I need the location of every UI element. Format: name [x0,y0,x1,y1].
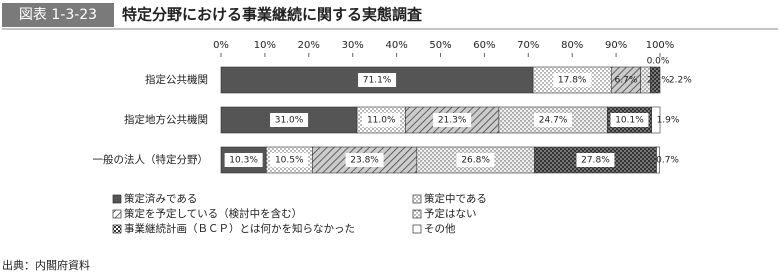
label-box [270,153,309,167]
label-box [534,113,573,127]
x-tick-label: 80% [561,40,583,51]
value-label: 24.7% [539,116,568,126]
label-box [362,113,401,127]
label-box [433,113,472,127]
label-box [345,153,384,167]
label-box [553,73,592,87]
legend-label: 策定済みである [124,192,197,205]
legend-label: 事業継続計画（ＢＣＰ）とは何かを知らなかった [124,222,355,235]
value-label: 0.7% [656,156,679,166]
value-label: 1.9% [657,116,680,126]
value-label: 10.1% [615,116,644,126]
x-tick-label: 20% [298,40,320,51]
value-label: 26.8% [461,156,490,166]
label-box [576,153,615,167]
legend-label: その他 [424,222,456,235]
bar-segment [656,146,660,174]
x-tick-label: 100% [646,40,675,51]
legend-label: 策定中である [424,192,487,205]
y-tick-label: 指定地方公共機関 [124,113,208,126]
value-label: 31.0% [275,116,304,126]
x-tick-label: 30% [342,40,364,51]
label-box [224,153,263,167]
value-label: 17.8% [558,76,587,86]
label-box [358,73,397,87]
legend-label: 予定はない [424,207,477,220]
header-label: 図表 1-3-23 [19,7,97,23]
chart: 0% 10% 20% 30% 40% 50% 60% 70% 80% 90% 100% 指定公共機関 7… [93,40,693,235]
legend-swatch [112,224,122,234]
value-label: 27.8% [581,156,610,166]
legend-label: 策定を予定している（検討中を含む） [124,207,302,220]
legend-swatch [112,209,122,219]
label-box [610,113,649,127]
label-box [456,153,495,167]
value-label: 11.0% [367,116,396,126]
legend-swatch [412,194,422,204]
x-tick-label: 70% [517,40,539,51]
header-label-box [2,3,114,27]
value-label: 2.2% [669,76,692,86]
legend-swatch [412,209,422,219]
value-label: 23.8% [350,156,379,166]
x-tick-label: 50% [429,40,451,51]
legend-swatch [412,224,422,234]
value-label: 6.7% [615,76,638,86]
value-label: 10.3% [229,156,258,166]
bar-segment [651,106,661,134]
x-tick-label: 90% [605,40,627,51]
value-label: 21.3% [438,116,467,126]
x-tick-label: 0% [213,40,229,51]
value-label: 0.0% [647,57,670,67]
source: 出典：内閣府資料 [2,258,90,272]
value-label: 71.1% [363,76,392,86]
bar-segment [650,66,661,94]
x-tick-label: 40% [385,40,407,51]
y-tick-label: 指定公共機関 [145,73,208,86]
y-tick-label: 一般の法人（特定分野） [93,153,209,166]
header-title: 特定分野における事業継続に関する実態調査 [122,6,423,24]
label-box [270,113,309,127]
value-label: 10.5% [275,156,304,166]
x-tick-label: 10% [254,40,276,51]
legend-swatch [112,194,122,204]
x-tick-label: 60% [473,40,495,51]
